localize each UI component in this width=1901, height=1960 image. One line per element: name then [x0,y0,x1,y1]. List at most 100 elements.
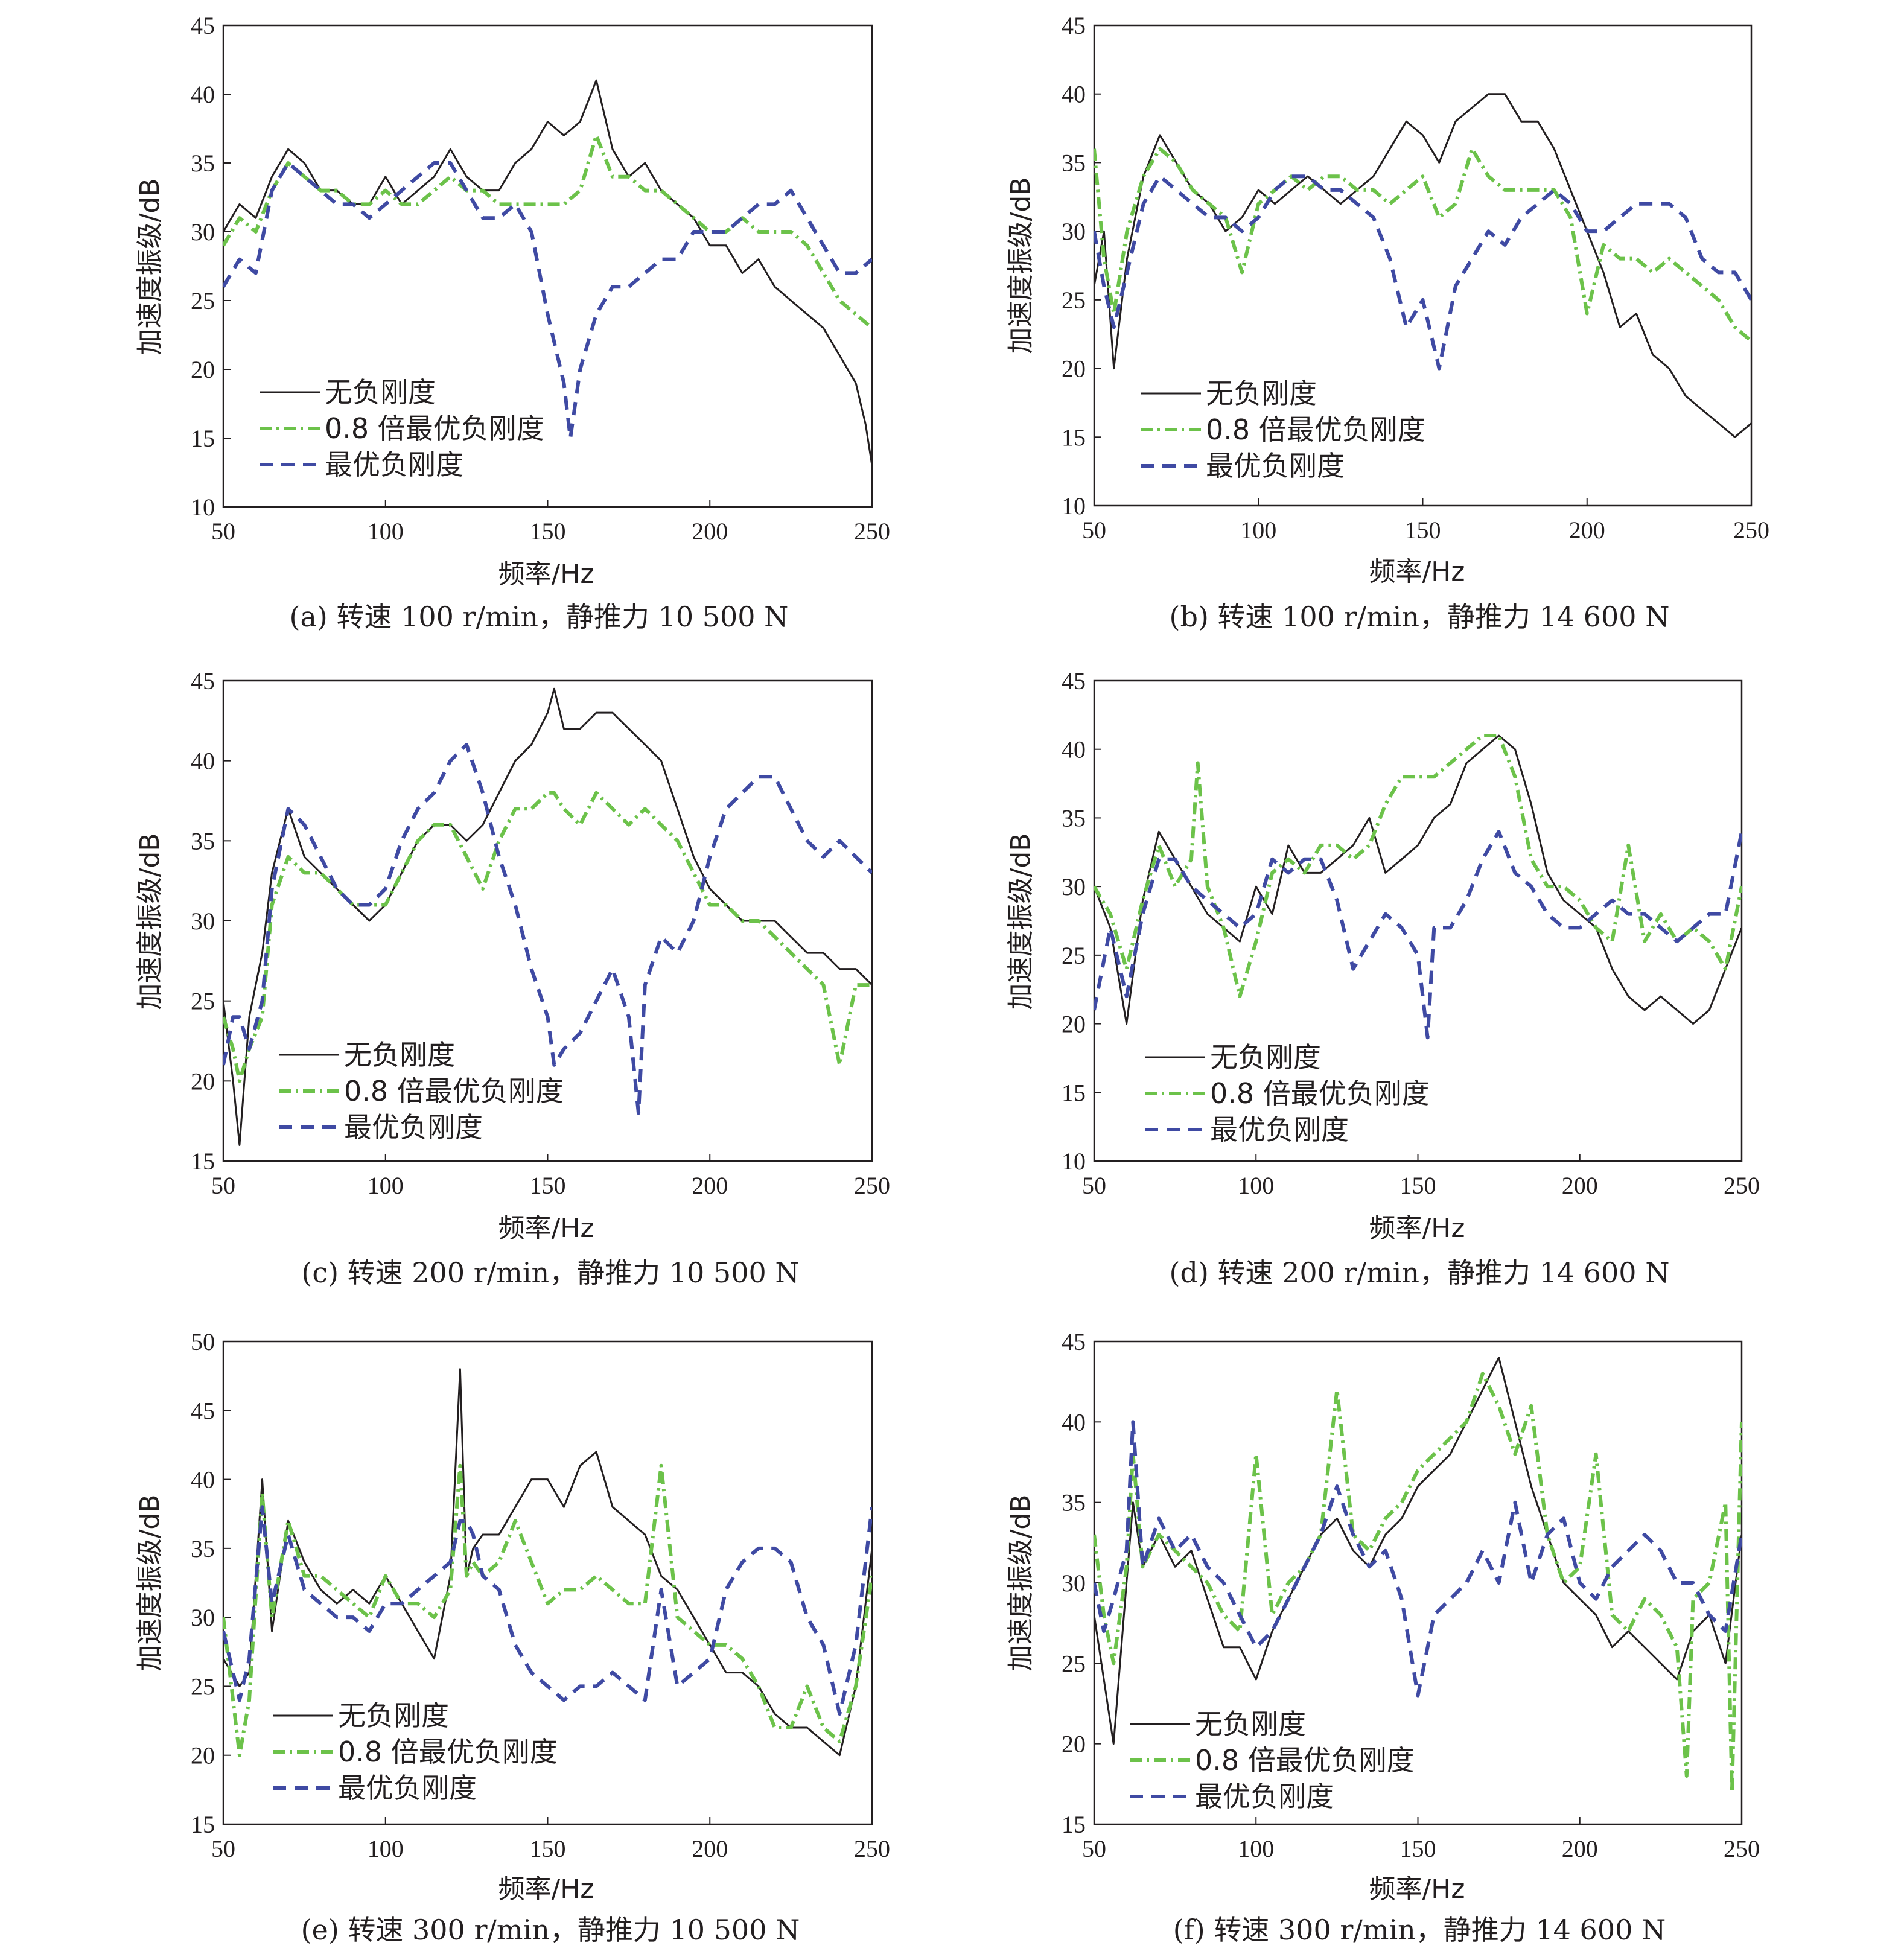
chart-f-ylabel: 加速度振级/dB [1005,1495,1036,1672]
x-tick-label: 150 [530,1835,566,1862]
x-tick-label: 100 [368,1172,404,1199]
x-tick-label: 150 [530,518,566,545]
series-line-solid [223,1368,872,1757]
x-tick-label: 200 [692,1835,728,1862]
y-tick-label: 25 [1062,287,1086,314]
chart-a-ylabel: 加速度振级/dB [135,179,165,355]
x-tick-label: 100 [1238,1172,1274,1199]
legend-label: 无负刚度 [325,376,436,409]
chart-c-ylabel: 加速度振级/dB [135,833,165,1010]
legend-label: 0.8 倍最优负刚度 [1206,413,1425,446]
y-tick-label: 10 [191,494,215,521]
series-line-dashdot [223,1463,872,1757]
x-tick-label: 100 [1240,517,1276,544]
x-tick-label: 250 [854,1172,890,1199]
chart-a: (a) 转速 100 r/min，静推力 10 500 N 频率/Hz 加速度振… [135,12,890,633]
y-tick-label: 25 [1062,1650,1086,1677]
y-tick-label: 20 [1062,1731,1086,1758]
chart-d-xlabel: 频率/Hz [1369,1213,1465,1244]
x-tick-label: 100 [368,1835,404,1862]
series-line-dashed [223,1505,872,1716]
y-tick-label: 20 [1062,355,1086,383]
legend-label: 最优负刚度 [1195,1780,1334,1813]
y-tick-label: 50 [191,1328,215,1355]
legend-label: 无负刚度 [344,1039,455,1071]
y-tick-label: 20 [1062,1011,1086,1038]
x-tick-label: 50 [1082,517,1106,544]
y-tick-label: 45 [1062,1328,1086,1355]
chart-f-xlabel: 频率/Hz [1369,1874,1465,1904]
series-line-solid [1094,1357,1742,1745]
y-tick-label: 25 [191,287,215,314]
chart-e: (e) 转速 300 r/min，静推力 10 500 N 频率/Hz 加速度振… [135,1328,890,1946]
y-tick-label: 15 [1062,1811,1086,1838]
y-tick-label: 20 [191,1742,215,1769]
legend-label: 最优负刚度 [1206,450,1345,482]
y-tick-label: 10 [1062,492,1086,520]
y-tick-label: 15 [1062,1079,1086,1106]
legend-label: 无负刚度 [1195,1708,1306,1740]
x-tick-label: 50 [1082,1835,1106,1862]
x-tick-label: 200 [692,1172,728,1199]
y-tick-label: 15 [191,425,215,452]
x-tick-label: 200 [1562,1172,1598,1199]
y-tick-label: 35 [1062,804,1086,832]
y-tick-label: 45 [191,12,215,39]
chart-e-ylabel: 加速度振级/dB [135,1495,165,1672]
y-tick-label: 40 [1062,736,1086,763]
legend-label: 无负刚度 [338,1699,449,1732]
y-tick-label: 15 [1062,424,1086,451]
x-tick-label: 200 [692,518,728,545]
y-tick-label: 30 [191,218,215,246]
y-tick-label: 45 [191,1397,215,1424]
x-tick-label: 150 [530,1172,566,1199]
y-tick-label: 35 [1062,149,1086,176]
series-line-solid [223,79,872,466]
y-tick-label: 30 [1062,1570,1086,1597]
chart-d: (d) 转速 200 r/min，静推力 14 600 N 频率/Hz 加速度振… [1005,667,1760,1289]
y-tick-label: 45 [1062,667,1086,695]
legend-label: 无负刚度 [1206,377,1317,410]
chart-c-xlabel: 频率/Hz [498,1213,594,1244]
x-tick-label: 150 [1405,517,1441,544]
y-tick-label: 35 [191,150,215,177]
y-tick-label: 40 [191,81,215,108]
x-tick-label: 50 [1082,1172,1106,1199]
y-tick-label: 20 [191,1068,215,1095]
series-line-dashdot [1094,734,1742,999]
chart-b-ylabel: 加速度振级/dB [1005,177,1036,354]
series-line-solid [1094,93,1751,438]
chart-d-caption: (d) 转速 200 r/min，静推力 14 600 N [1170,1256,1670,1289]
y-tick-label: 40 [1062,81,1086,108]
legend-label: 最优负刚度 [344,1111,483,1144]
legend-label: 最优负刚度 [1210,1113,1349,1146]
y-tick-label: 30 [1062,218,1086,245]
legend-label: 0.8 倍最优负刚度 [1195,1744,1415,1777]
y-tick-label: 10 [1062,1148,1086,1175]
x-tick-label: 100 [1238,1835,1274,1862]
x-tick-label: 100 [368,518,404,545]
chart-c: (c) 转速 200 r/min，静推力 10 500 N 频率/Hz 加速度振… [135,667,890,1289]
y-tick-label: 35 [1062,1489,1086,1516]
y-tick-label: 25 [1062,942,1086,969]
legend-label: 0.8 倍最优负刚度 [1210,1077,1430,1110]
y-tick-label: 25 [191,988,215,1015]
chart-a-xlabel: 频率/Hz [498,559,594,590]
y-tick-label: 40 [191,1466,215,1494]
legend-label: 最优负刚度 [338,1772,477,1804]
series-line-dashdot [1094,1372,1742,1794]
y-tick-label: 40 [1062,1408,1086,1436]
series-line-dashdot [223,133,872,329]
chart-d-ylabel: 加速度振级/dB [1005,833,1036,1010]
series-line-dashdot [1094,147,1751,343]
y-tick-label: 30 [191,908,215,935]
chart-b-caption: (b) 转速 100 r/min，静推力 14 600 N [1170,600,1670,633]
chart-c-caption: (c) 转速 200 r/min，静推力 10 500 N [301,1256,799,1289]
y-tick-label: 30 [191,1604,215,1631]
legend-label: 0.8 倍最优负刚度 [344,1075,564,1107]
